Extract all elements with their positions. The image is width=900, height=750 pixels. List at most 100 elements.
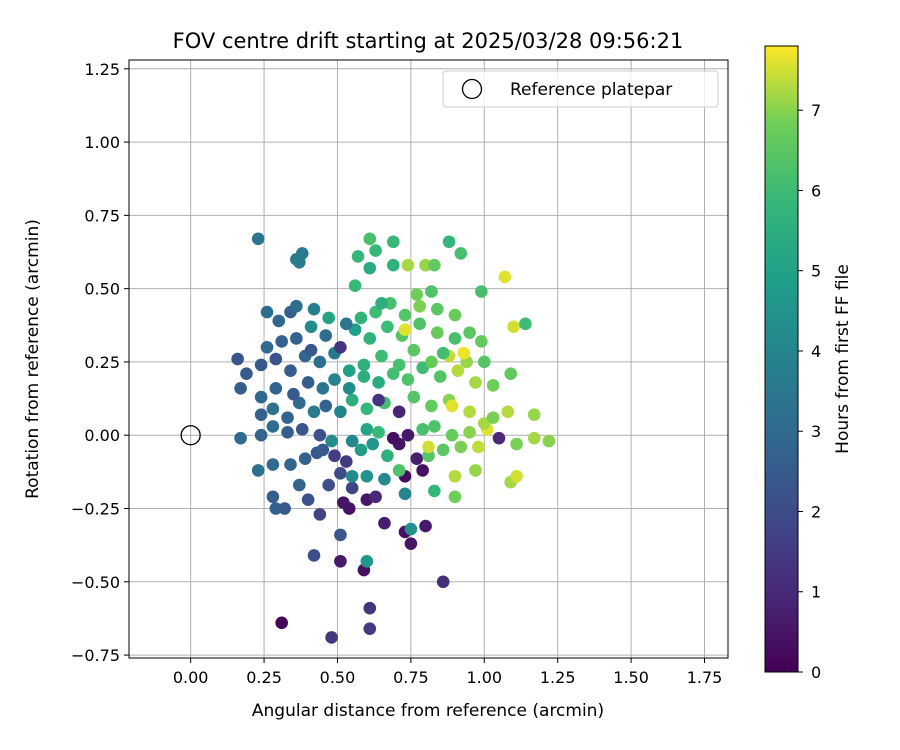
data-point (504, 367, 518, 380)
data-point (407, 343, 421, 357)
data-point (345, 393, 359, 407)
data-point (448, 308, 462, 322)
data-point (269, 382, 283, 395)
data-point (293, 478, 306, 492)
data-point (477, 355, 491, 369)
data-point (307, 549, 321, 562)
data-point (339, 455, 353, 468)
data-point (334, 528, 347, 542)
data-point (404, 537, 418, 550)
x-tick-label: 0.00 (173, 668, 209, 687)
colorbar-tick-label: 5 (811, 262, 821, 281)
data-point (433, 370, 447, 383)
x-tick-label: 1.00 (466, 668, 502, 687)
data-point (486, 411, 500, 424)
data-point (345, 469, 359, 483)
data-point (328, 449, 341, 463)
data-point (334, 554, 347, 568)
data-point (266, 402, 280, 416)
data-point (275, 335, 288, 348)
x-tick-label: 1.25 (540, 668, 576, 687)
data-point (295, 247, 309, 260)
data-point (272, 314, 286, 328)
data-point (431, 326, 444, 339)
data-point (298, 452, 312, 465)
data-point (386, 258, 400, 272)
data-point (472, 440, 485, 454)
plot-frame (128, 59, 729, 659)
data-point (275, 616, 288, 630)
data-point (463, 405, 476, 419)
data-point (254, 408, 268, 421)
colorbar-tick-label: 3 (811, 422, 821, 441)
data-point (392, 405, 406, 419)
x-tick-label: 1.50 (613, 668, 649, 687)
data-point (454, 440, 468, 454)
data-point (398, 308, 412, 322)
y-tick-label: 0.00 (84, 426, 120, 445)
data-point (425, 355, 438, 369)
data-point (422, 449, 435, 463)
data-point (325, 631, 338, 644)
data-point (307, 405, 321, 419)
data-point (307, 302, 321, 316)
data-point (381, 449, 394, 463)
data-point (313, 508, 327, 521)
data-point (422, 440, 435, 454)
data-point (342, 364, 356, 378)
data-point (378, 472, 391, 486)
data-point (475, 285, 488, 298)
data-point (363, 622, 377, 635)
data-point (290, 332, 303, 345)
y-tick-label: 1.00 (84, 133, 120, 152)
data-point (413, 299, 426, 313)
data-point (269, 352, 283, 366)
data-point (445, 428, 459, 442)
x-tick-label: 0.75 (393, 668, 429, 687)
data-point (360, 402, 374, 416)
data-point (354, 443, 368, 457)
data-point (334, 340, 347, 354)
data-point (266, 420, 280, 433)
data-point (428, 484, 441, 498)
data-point (410, 452, 424, 465)
data-point (363, 332, 377, 345)
data-point (266, 458, 280, 471)
data-point (278, 502, 291, 515)
data-point (448, 332, 462, 345)
data-point (348, 279, 362, 293)
data-point (345, 434, 359, 448)
reference-platepar-marker (180, 425, 201, 446)
data-point (319, 329, 333, 342)
data-point (442, 235, 456, 249)
colorbar-ticks: 0 1 2 3 4 5 6 7 (798, 101, 821, 682)
data-point (360, 423, 374, 436)
chart-title: FOV centre drift starting at 2025/03/28 … (173, 29, 684, 53)
data-point (519, 317, 532, 331)
y-tick-label: 0.50 (84, 280, 120, 299)
data-point (436, 346, 450, 360)
data-point (469, 376, 482, 389)
data-point (313, 428, 327, 442)
data-point (234, 431, 247, 445)
data-point (316, 382, 330, 395)
data-point (251, 464, 265, 477)
data-point (363, 232, 377, 246)
data-point (404, 522, 418, 536)
data-points (231, 232, 556, 644)
data-point (507, 320, 520, 334)
x-axis-ticks: 0.00 0.25 0.50 0.75 1.00 1.25 1.50 1.75 (173, 658, 722, 687)
y-tick-label: 0.75 (84, 206, 120, 225)
data-point (360, 469, 374, 483)
data-point (372, 393, 385, 407)
data-point (463, 425, 476, 439)
colorbar-tick-label: 7 (811, 101, 821, 120)
x-tick-label: 0.25 (246, 668, 282, 687)
data-point (398, 323, 412, 336)
data-point (287, 387, 300, 401)
data-point (313, 355, 327, 369)
data-point (281, 411, 294, 424)
data-point (398, 487, 412, 501)
colorbar-tick-label: 4 (811, 342, 821, 361)
x-tick-label: 1.75 (687, 668, 723, 687)
